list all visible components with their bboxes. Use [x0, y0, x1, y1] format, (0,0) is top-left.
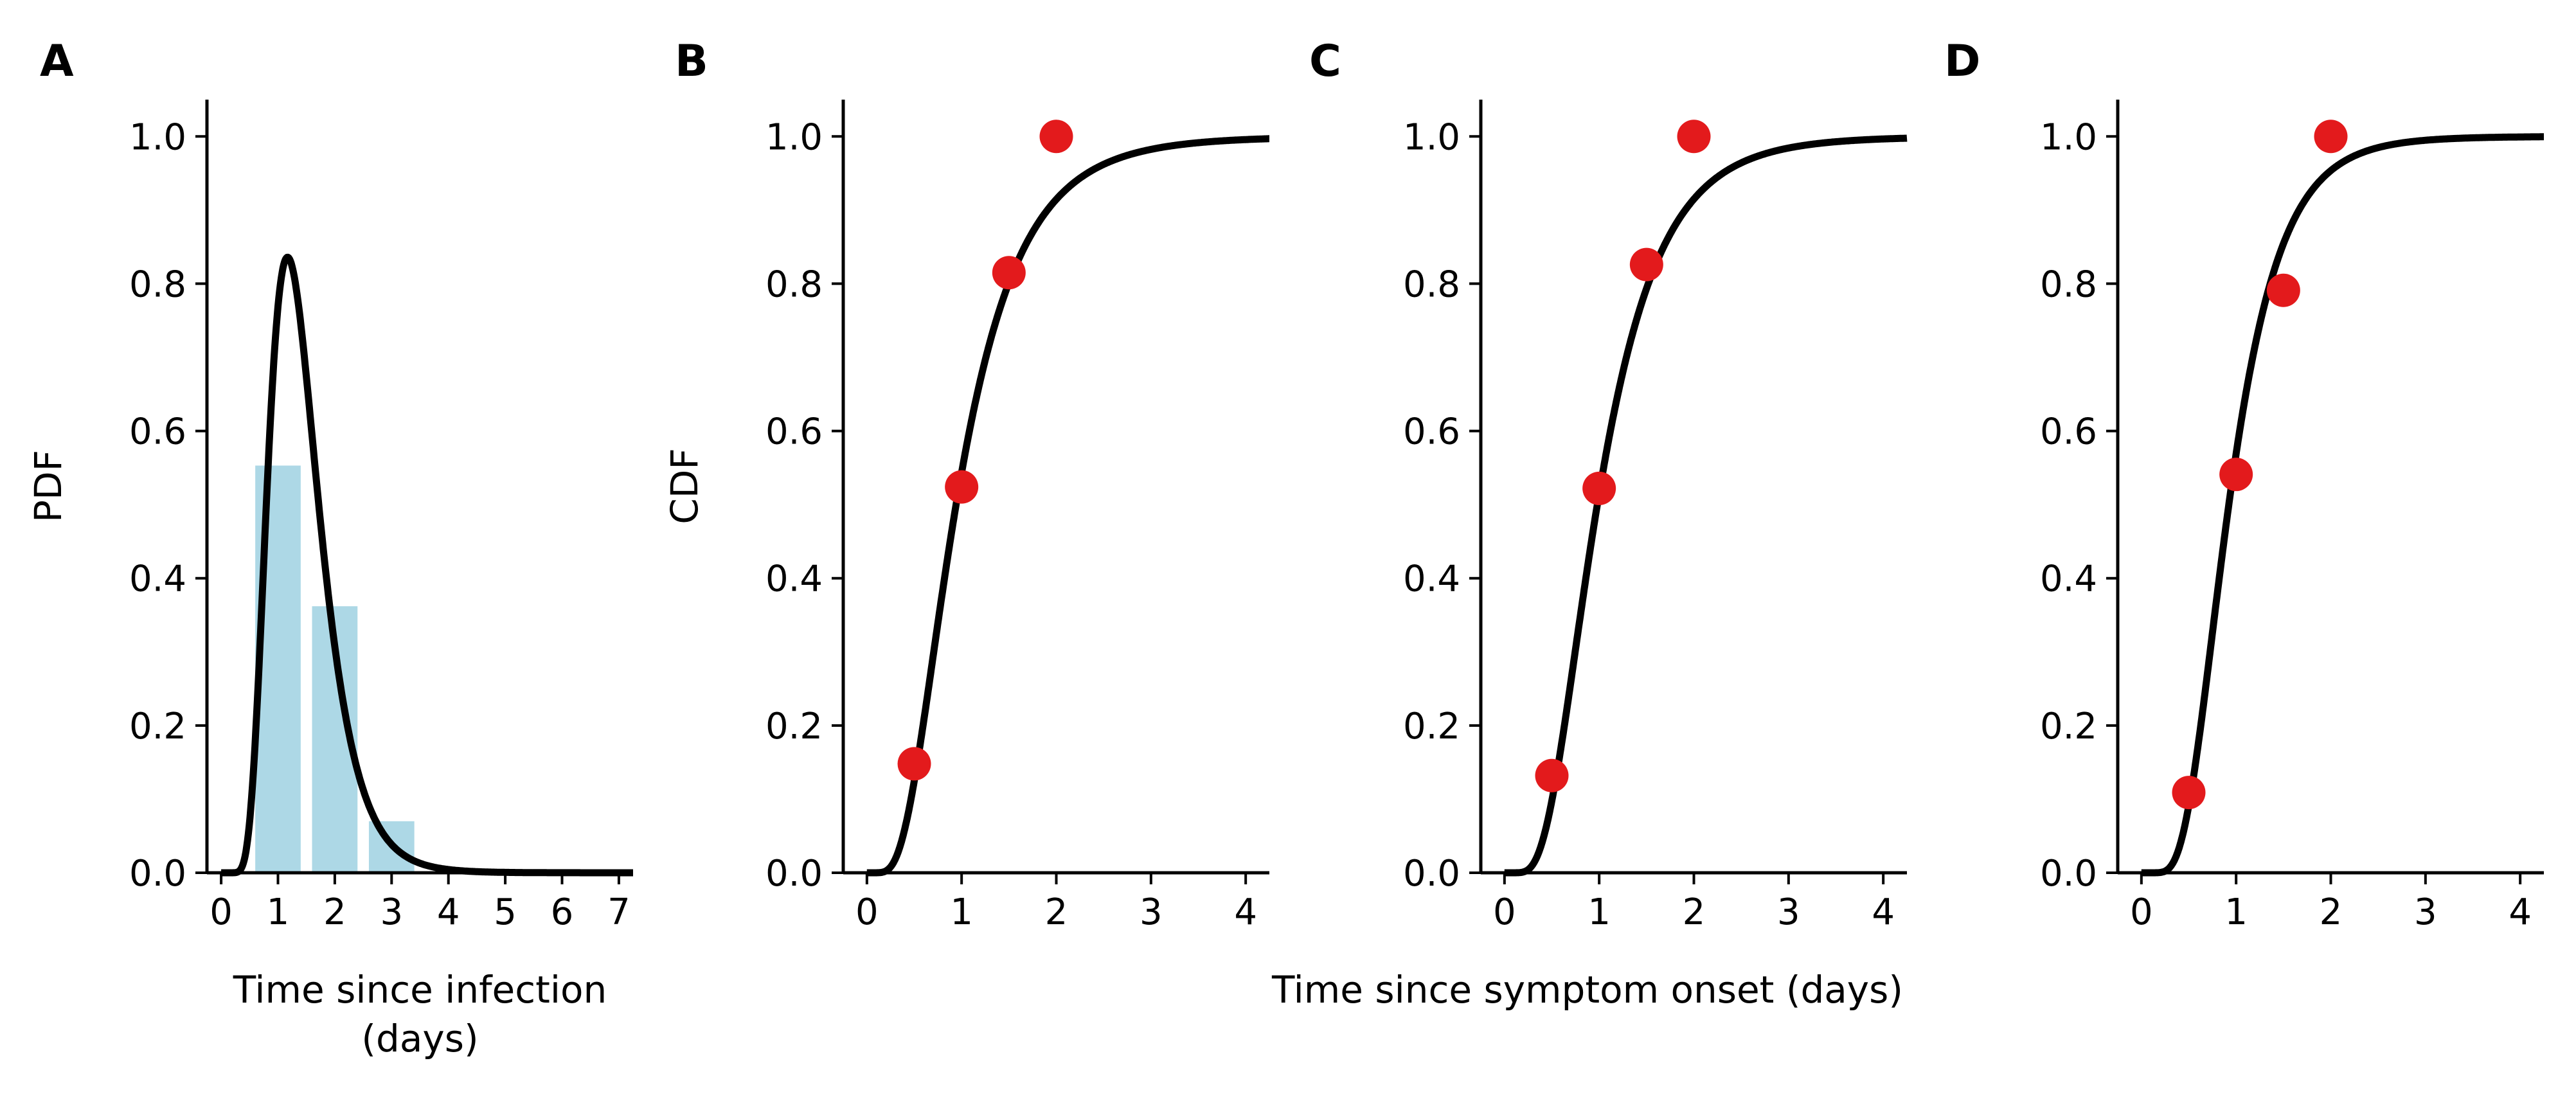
- y-tick-label: 0.0: [2040, 853, 2097, 895]
- x-tick-label: 4: [1872, 891, 1895, 933]
- y-tick-label: 1.0: [765, 116, 823, 158]
- x-ticks: 0 1 2 3 4: [1493, 873, 1895, 933]
- panel-letter: D: [1944, 36, 1980, 87]
- x-tick-label: 1: [1588, 891, 1611, 933]
- y-tick-label: 0.8: [2040, 264, 2097, 305]
- y-tick-label: 0.4: [765, 558, 823, 600]
- y-tick-label: 1.0: [1403, 116, 1460, 158]
- x-tick-label: 5: [494, 891, 517, 933]
- x-tick-label: 3: [1777, 891, 1800, 933]
- y-tick-label: 0.4: [2040, 558, 2097, 600]
- data-point-1: [897, 747, 931, 781]
- data-point-3: [992, 256, 1026, 290]
- shared-x-axis-label: Time since symptom onset (days): [1271, 968, 1903, 1012]
- y-tick-label: 0.2: [1403, 706, 1460, 747]
- panel-c: C 0 1 2 3 4 0.0 0.2 0.4 0.6 0.8 1.0: [1309, 36, 1910, 933]
- x-tick-label: 0: [210, 891, 233, 933]
- x-tick-label: 0: [855, 891, 879, 933]
- x-tick-label: 2: [1045, 891, 1068, 933]
- y-tick-label: 0.4: [1403, 558, 1460, 600]
- y-tick-label: 0.0: [1403, 853, 1460, 895]
- data-points: [1535, 120, 1711, 792]
- y-tick-label: 0.6: [2040, 411, 2097, 453]
- panel-letter: A: [40, 36, 74, 87]
- panel-d: D 0 1 2 3 4 0.0 0.2 0.4 0.6 0.8 1.0: [1944, 36, 2547, 933]
- y-tick-label: 0.8: [129, 264, 186, 305]
- x-tick-label: 1: [267, 891, 290, 933]
- y-tick-label: 0.6: [129, 411, 186, 453]
- y-tick-label: 0.2: [765, 706, 823, 747]
- y-tick-label: 0.0: [765, 853, 823, 895]
- x-tick-label: 3: [2414, 891, 2437, 933]
- y-axis-label: CDF: [663, 448, 706, 524]
- y-tick-label: 1.0: [129, 116, 186, 158]
- y-tick-label: 1.0: [2040, 116, 2097, 158]
- cdf-curve: [864, 135, 1273, 877]
- panel-letter: C: [1309, 36, 1341, 87]
- x-tick-label: 6: [551, 891, 574, 933]
- y-tick-label: 0.6: [765, 411, 823, 453]
- data-point-2: [2219, 458, 2253, 492]
- x-ticks: 0 1 2 3 4: [2130, 873, 2532, 933]
- x-tick-label: 0: [1493, 891, 1516, 933]
- x-tick-label: 4: [1234, 891, 1257, 933]
- data-point-3: [2266, 273, 2300, 307]
- cdf-curve: [2138, 133, 2547, 877]
- panel-a: A 0 1 2 3 4 5 6 7 0.0 0.2 0.4 0.6 0.8 1.0 PDF Time since…: [26, 36, 636, 1060]
- panel-letter: B: [675, 36, 708, 87]
- x-tick-label: 1: [950, 891, 973, 933]
- x-tick-label: 7: [607, 891, 631, 933]
- x-axis-label-line-1: Time since infection: [233, 968, 607, 1012]
- data-point-1: [1535, 758, 1569, 792]
- x-tick-label: 4: [437, 891, 460, 933]
- y-tick-label: 0.2: [2040, 706, 2097, 747]
- data-point-4: [2314, 120, 2348, 154]
- x-tick-label: 4: [2509, 891, 2532, 933]
- x-tick-label: 1: [2224, 891, 2248, 933]
- y-tick-label: 0.8: [1403, 264, 1460, 305]
- x-tick-label: 0: [2130, 891, 2153, 933]
- y-tick-label: 0.6: [1403, 411, 1460, 453]
- y-ticks: 0.0 0.2 0.4 0.6 0.8 1.0: [1403, 116, 1481, 895]
- data-point-2: [1582, 471, 1616, 505]
- x-axis-label-line-2: (days): [361, 1017, 478, 1060]
- x-tick-label: 2: [323, 891, 346, 933]
- data-point-1: [2172, 776, 2206, 810]
- x-tick-label: 3: [380, 891, 403, 933]
- y-axis-label: PDF: [26, 450, 70, 523]
- data-point-3: [1629, 247, 1663, 281]
- y-tick-label: 0.0: [129, 853, 186, 895]
- y-tick-label: 0.2: [129, 706, 186, 747]
- x-tick-label: 3: [1140, 891, 1163, 933]
- x-tick-label: 2: [1683, 891, 1706, 933]
- y-tick-label: 0.4: [129, 558, 186, 600]
- y-tick-label: 0.8: [765, 264, 823, 305]
- cdf-curve: [1501, 134, 1910, 877]
- data-points: [897, 120, 1073, 781]
- data-point-4: [1677, 120, 1711, 154]
- data-points: [2172, 120, 2348, 810]
- panel-b: B 0 1 2 3 4 0.0 0.2 0.4 0.6 0.8 1.0 CDF: [663, 36, 1273, 933]
- data-point-2: [945, 470, 979, 504]
- x-tick-label: 2: [2320, 891, 2343, 933]
- x-ticks: 0 1 2 3 4: [855, 873, 1257, 933]
- data-point-4: [1039, 120, 1073, 154]
- y-ticks: 0.0 0.2 0.4 0.6 0.8 1.0: [765, 116, 843, 895]
- y-ticks: 0.0 0.2 0.4 0.6 0.8 1.0: [2040, 116, 2118, 895]
- y-ticks: 0.0 0.2 0.4 0.6 0.8 1.0: [129, 116, 207, 895]
